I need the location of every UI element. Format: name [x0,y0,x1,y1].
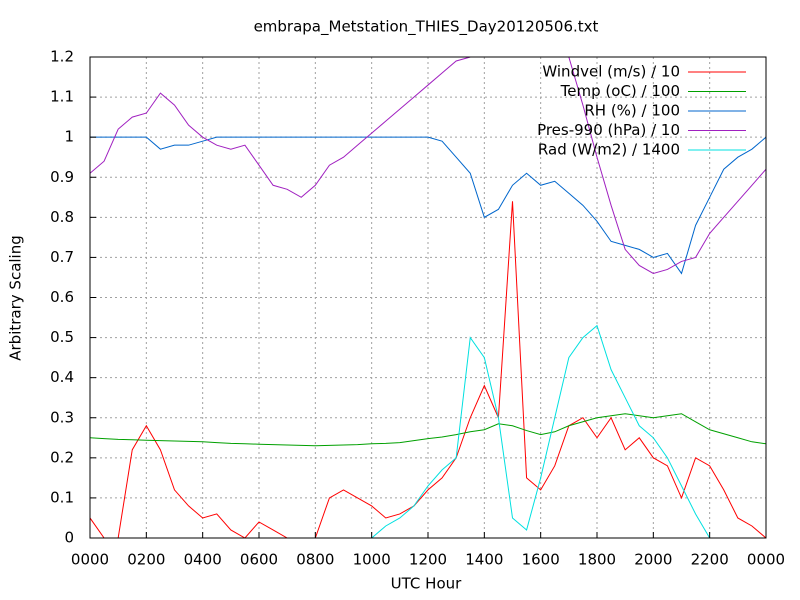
x-tick-label: 1600 [522,551,560,569]
x-tick-label: 0600 [240,551,278,569]
y-tick-label: 0.8 [50,208,74,226]
y-tick-label: 0.4 [50,368,74,386]
x-tick-label: 0000 [71,551,109,569]
x-tick-label: 1000 [353,551,391,569]
y-tick-label: 0.2 [50,448,74,466]
series-line [90,201,766,538]
series-line [90,324,766,538]
chart-title: embrapa_Metstation_THIES_Day20120506.txt [254,18,599,37]
y-axis-label: Arbitrary Scaling [7,235,25,361]
y-tick-label: 1 [64,128,74,146]
y-tick-label: 0 [64,529,74,547]
y-tick-label: 0.9 [50,168,74,186]
y-tick-label: 0.5 [50,328,74,346]
y-tick-label: 0.6 [50,288,74,306]
x-tick-label: 0800 [296,551,334,569]
y-tick-label: 0.7 [50,248,74,266]
x-axis-label: UTC Hour [391,575,462,593]
x-tick-label: 1200 [409,551,447,569]
legend-label: Windvel (m/s) / 10 [542,63,680,81]
x-tick-label: 0000 [747,551,785,569]
y-tick-label: 1.1 [50,88,74,106]
series-line [90,413,766,447]
x-tick-label: 1400 [465,551,503,569]
series-line [90,136,766,275]
plot-area [90,57,766,538]
x-tick-label: 2200 [691,551,729,569]
series-line [90,57,766,274]
x-tick-label: 2000 [634,551,672,569]
y-tick-label: 0.1 [50,488,74,506]
x-tick-label: 1800 [578,551,616,569]
y-tick-label: 0.3 [50,408,74,426]
legend-label: Temp (oC) / 100 [560,82,680,100]
x-tick-label: 0400 [184,551,222,569]
legend-label: RH (%) / 100 [584,102,680,120]
legend-label: Rad (W/m2) / 1400 [538,141,680,159]
y-tick-label: 1.2 [50,48,74,66]
legend-label: Pres-990 (hPa) / 10 [537,121,680,139]
x-tick-label: 0200 [127,551,165,569]
